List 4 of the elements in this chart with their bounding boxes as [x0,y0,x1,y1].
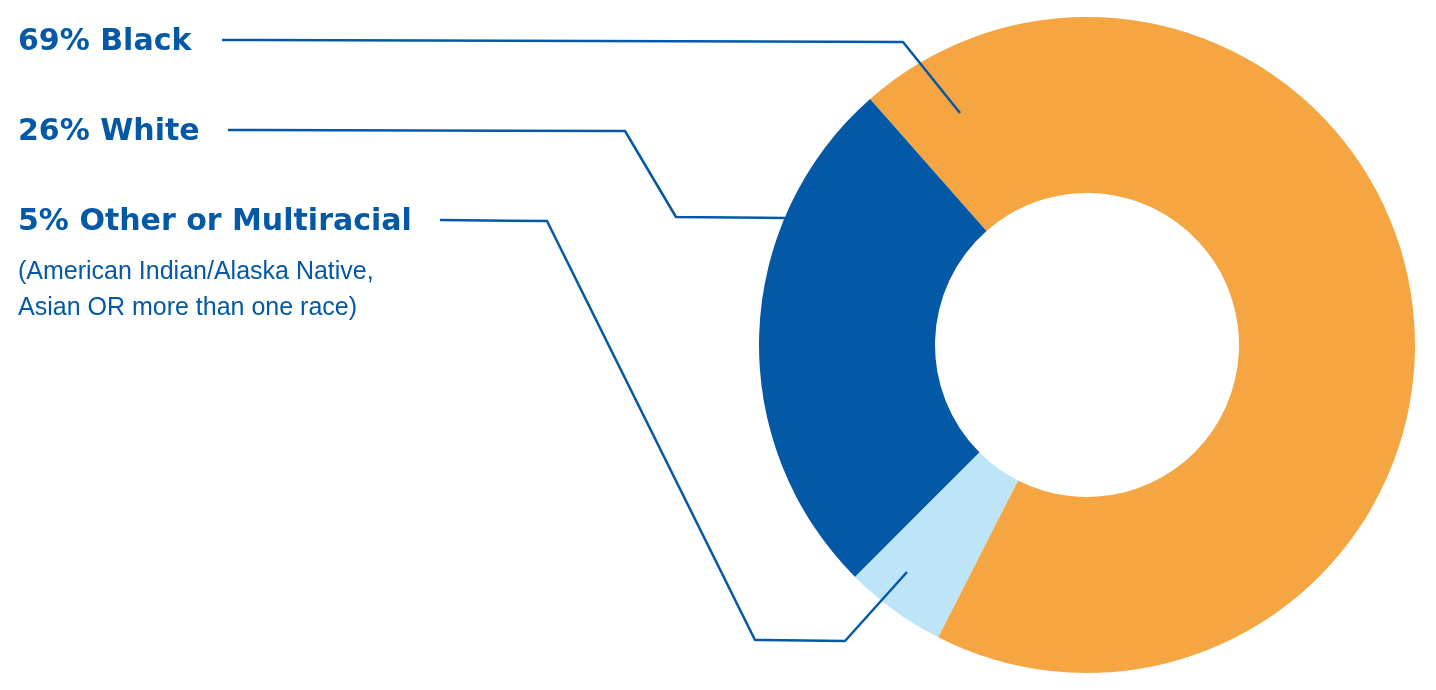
slice-label: 26% White [18,111,200,149]
slice-label: 69% Black [18,21,192,59]
slice-label: 5% Other or Multiracial [18,201,412,239]
text: (American Indian/Alaska Native, Asian OR more than one race) [18,255,375,322]
